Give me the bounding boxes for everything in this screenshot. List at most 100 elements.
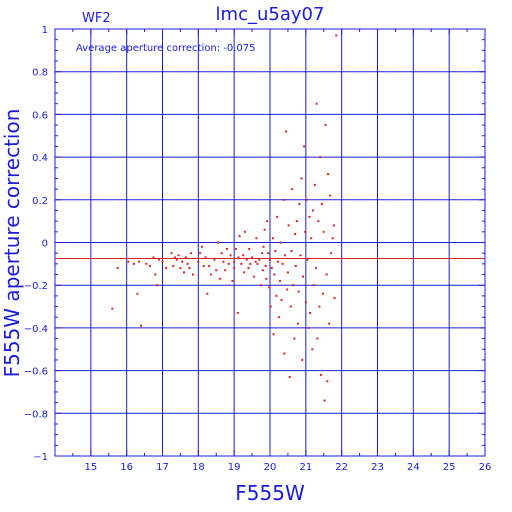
data-point [252, 275, 255, 278]
data-point [136, 292, 139, 295]
x-tick-label: 17 [156, 462, 169, 473]
data-point [229, 254, 232, 257]
x-tick-label: 19 [228, 462, 241, 473]
data-point [327, 173, 330, 176]
reference-lines [55, 242, 485, 260]
data-point [248, 247, 251, 250]
data-point [286, 271, 289, 274]
x-tick-label: 15 [84, 462, 97, 473]
y-tick-label: 0.4 [32, 153, 48, 164]
data-point [280, 299, 283, 302]
x-tick-label: 21 [299, 462, 312, 473]
data-point [326, 380, 329, 383]
data-point [276, 215, 279, 218]
data-point [233, 267, 236, 270]
data-point [213, 258, 216, 261]
data-point [152, 256, 155, 259]
data-point [111, 307, 114, 310]
data-point [287, 224, 290, 227]
data-point [329, 194, 332, 197]
data-point [208, 264, 211, 267]
data-point [296, 322, 299, 325]
data-point [220, 252, 223, 255]
x-tick-label: 18 [192, 462, 205, 473]
data-point [190, 252, 193, 255]
data-point [191, 273, 194, 276]
data-point [209, 273, 212, 276]
data-point [267, 252, 270, 255]
x-tick-label: 24 [407, 462, 420, 473]
data-point [218, 277, 221, 280]
data-point [181, 260, 184, 263]
y-tick-label: 0.6 [32, 110, 48, 121]
data-point [277, 316, 280, 319]
data-point [263, 228, 266, 231]
data-point [293, 337, 296, 340]
data-point [315, 102, 318, 105]
average-correction-annotation: Average aperture correction: -0.075 [76, 43, 256, 54]
data-point [266, 220, 269, 223]
data-point [301, 275, 304, 278]
data-point [323, 399, 326, 402]
corner-label: WF2 [82, 11, 111, 26]
y-tick-label: −0.2 [24, 281, 48, 292]
data-point [294, 264, 297, 267]
data-point [282, 198, 285, 201]
data-point [300, 177, 303, 180]
y-axis-label: F555W aperture correction [0, 109, 24, 378]
x-tick-label: 26 [479, 462, 492, 473]
y-axis-ticks: −1 −0.8 −0.6 −0.4 −0.2 0 0.2 0.4 0.6 0.8 1 [24, 25, 485, 463]
data-point [271, 237, 274, 240]
data-point [309, 311, 312, 314]
data-point [307, 326, 310, 329]
data-point [268, 286, 271, 289]
x-axis-label: F555W [235, 481, 305, 505]
data-point [224, 269, 227, 272]
data-point [204, 256, 207, 259]
y-tick-label: −0.6 [24, 367, 48, 378]
data-point [316, 337, 319, 340]
data-point [243, 271, 246, 274]
data-point [294, 232, 297, 235]
chart-title: lmc_u5ay07 [216, 4, 325, 25]
data-point [186, 262, 189, 265]
data-point [314, 267, 317, 270]
x-axis-ticks: 15 16 17 18 19 20 21 22 23 24 25 26 [54, 29, 492, 473]
data-point [197, 260, 200, 263]
data-point [304, 301, 307, 304]
data-point [156, 284, 159, 287]
y-tick-label: 0.8 [32, 68, 48, 79]
data-point [333, 297, 336, 300]
data-point [319, 373, 322, 376]
data-point [273, 273, 276, 276]
data-point [175, 258, 178, 261]
data-point [132, 262, 135, 265]
data-point [331, 237, 334, 240]
data-point [305, 198, 308, 201]
data-point [288, 376, 291, 379]
data-point [233, 260, 236, 263]
data-point [275, 294, 278, 297]
data-point [245, 258, 248, 261]
data-point [242, 254, 245, 257]
data-point [276, 260, 279, 263]
data-point [274, 250, 277, 253]
data-point [279, 279, 282, 282]
data-point [306, 258, 309, 261]
data-point [145, 262, 148, 265]
data-point [217, 241, 220, 244]
data-point [325, 273, 328, 276]
y-tick-label: −1 [33, 452, 48, 463]
data-point [322, 230, 325, 233]
data-point [177, 254, 180, 257]
data-point [324, 124, 327, 127]
data-point [320, 203, 323, 206]
data-point [261, 252, 264, 255]
data-point [262, 245, 265, 248]
data-point [249, 262, 252, 265]
x-tick-label: 25 [443, 462, 456, 473]
data-point [290, 250, 293, 253]
data-point [269, 258, 271, 261]
data-point [188, 267, 191, 270]
